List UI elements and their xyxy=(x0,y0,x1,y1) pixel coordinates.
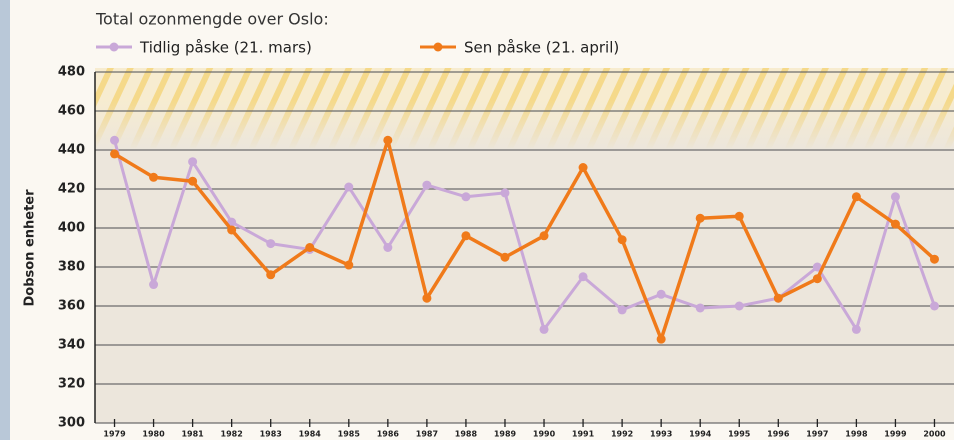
legend-label: Sen påske (21. april) xyxy=(464,39,619,57)
x-tick-label: 1993 xyxy=(650,430,672,439)
x-tick-label: 1998 xyxy=(845,430,868,439)
data-point xyxy=(344,183,353,192)
data-point xyxy=(422,181,431,190)
data-point xyxy=(813,274,822,283)
y-tick-label: 340 xyxy=(58,338,85,353)
x-tick-label: 1995 xyxy=(728,430,751,439)
y-tick-label: 480 xyxy=(58,65,85,80)
y-tick-label: 400 xyxy=(58,221,85,236)
x-tick-label: 1989 xyxy=(494,430,517,439)
y-tick-label: 460 xyxy=(58,104,85,119)
legend-marker xyxy=(434,43,443,52)
data-point xyxy=(461,192,470,201)
data-point xyxy=(540,231,549,240)
edge-strip xyxy=(0,0,10,440)
data-point xyxy=(383,136,392,145)
data-point xyxy=(618,305,627,314)
data-point xyxy=(227,225,236,234)
data-point xyxy=(344,261,353,270)
data-point xyxy=(891,220,900,229)
data-point xyxy=(579,272,588,281)
data-point xyxy=(188,177,197,186)
data-point xyxy=(266,239,275,248)
y-axis-label: Dobson enheter xyxy=(23,189,38,307)
x-tick-label: 1987 xyxy=(416,430,438,439)
data-point xyxy=(500,253,509,262)
data-point xyxy=(735,212,744,221)
x-tick-label: 1982 xyxy=(221,430,243,439)
x-tick-label: 1984 xyxy=(299,430,322,439)
data-point xyxy=(188,157,197,166)
data-point xyxy=(696,303,705,312)
data-point xyxy=(149,280,158,289)
data-point xyxy=(500,188,509,197)
data-point xyxy=(774,294,783,303)
data-point xyxy=(657,335,666,344)
chart-title: Total ozonmengde over Oslo: xyxy=(95,10,329,29)
x-tick-label: 1991 xyxy=(572,430,595,439)
x-tick-label: 1992 xyxy=(611,430,633,439)
y-tick-label: 360 xyxy=(58,299,85,314)
x-tick-label: 1981 xyxy=(181,430,204,439)
data-point xyxy=(110,136,119,145)
x-tick-label: 1990 xyxy=(533,430,556,439)
x-tick-label: 2000 xyxy=(923,430,946,439)
chart: Total ozonmengde over Oslo: Dobson enhet… xyxy=(0,0,954,440)
data-point xyxy=(422,294,431,303)
y-tick-label: 320 xyxy=(58,377,85,392)
x-tick-label: 1986 xyxy=(377,430,400,439)
data-point xyxy=(930,255,939,264)
data-point xyxy=(930,302,939,311)
x-tick-label: 1985 xyxy=(338,430,361,439)
x-tick-label: 1997 xyxy=(806,430,828,439)
data-point xyxy=(461,231,470,240)
data-point xyxy=(110,149,119,158)
data-point xyxy=(852,325,861,334)
x-tick-label: 1996 xyxy=(767,430,790,439)
data-point xyxy=(735,302,744,311)
data-point xyxy=(657,290,666,299)
x-tick-label: 1979 xyxy=(103,430,126,439)
x-tick-label: 1999 xyxy=(884,430,907,439)
x-tick-label: 1980 xyxy=(142,430,165,439)
data-point xyxy=(852,192,861,201)
x-tick-label: 1988 xyxy=(455,430,478,439)
y-tick-label: 420 xyxy=(58,182,85,197)
data-point xyxy=(383,243,392,252)
data-point xyxy=(266,270,275,279)
x-tick-label: 1983 xyxy=(260,430,282,439)
stripe-fade xyxy=(95,100,954,150)
data-point xyxy=(540,325,549,334)
legend-label: Tidlig påske (21. mars) xyxy=(139,39,312,57)
x-tick-label: 1994 xyxy=(689,430,712,439)
data-point xyxy=(618,235,627,244)
y-tick-label: 440 xyxy=(58,143,85,158)
data-point xyxy=(579,163,588,172)
legend-marker xyxy=(110,43,119,52)
y-tick-label: 380 xyxy=(58,260,85,275)
data-point xyxy=(149,173,158,182)
page: Total ozonmengde over Oslo: Dobson enhet… xyxy=(0,0,954,440)
data-point xyxy=(305,243,314,252)
y-tick-label: 300 xyxy=(58,416,85,431)
data-point xyxy=(891,192,900,201)
data-point xyxy=(696,214,705,223)
